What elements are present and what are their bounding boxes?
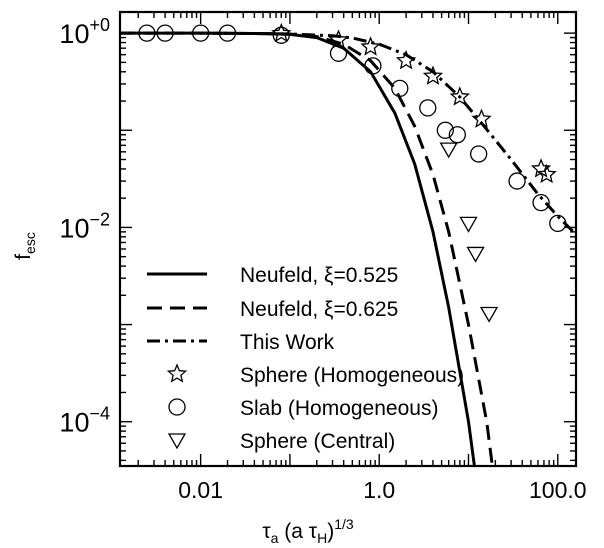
- data-point-circle: [470, 145, 488, 163]
- y-axis-label: fesc: [12, 232, 38, 260]
- data-point-star: [422, 65, 444, 85]
- legend-label: Sphere (Central): [240, 430, 395, 453]
- data-point-triangle-down: [459, 216, 478, 233]
- legend-marker: [166, 363, 188, 383]
- x-tick-label: 100.0: [529, 477, 587, 503]
- x-tick-label: 0.01: [178, 477, 223, 503]
- data-point-star: [360, 36, 381, 56]
- data-point-star: [328, 29, 349, 49]
- y-axis: 10+0 10−2 10−4: [59, 15, 576, 462]
- data-point-circle: [138, 24, 156, 42]
- legend-label: Neufeld, ξ=0.525: [240, 264, 398, 287]
- data-point-triangle-down: [466, 246, 485, 263]
- data-point-circle: [329, 44, 348, 62]
- data-point-circle: [532, 193, 550, 212]
- x-axis: 0.01 1.0 100.0: [137, 12, 587, 503]
- data-point-circle: [391, 79, 409, 98]
- series-line-2: [120, 31, 576, 236]
- legend-label: Neufeld, ξ=0.625: [240, 298, 398, 321]
- y-tick-label: 10−4: [59, 404, 110, 438]
- legend-label: This Work: [240, 331, 335, 354]
- data-point-star: [471, 108, 492, 128]
- data-point-star: [395, 50, 417, 70]
- legend-label: Sphere (Homogeneous): [240, 364, 464, 387]
- data-point-star: [536, 163, 557, 184]
- data-point-circle: [218, 24, 237, 42]
- y-tick-label: 10−2: [59, 209, 110, 243]
- data-point-triangle-down: [439, 142, 458, 159]
- data-point-circle: [364, 57, 382, 75]
- data-point-circle: [549, 214, 567, 233]
- legend-marker: [168, 398, 186, 416]
- data-point-circle: [419, 99, 437, 117]
- data-point-star: [449, 86, 470, 106]
- plot-frame: [118, 10, 578, 468]
- data-point-circle: [156, 24, 174, 42]
- data-point-circle: [508, 172, 526, 190]
- series-markers: [138, 22, 567, 323]
- data-point-circle: [272, 26, 290, 44]
- data-point-circle: [436, 121, 454, 139]
- x-axis-label: τa (a τH)1/3: [262, 516, 354, 546]
- y-tick-label: 10+0: [59, 15, 110, 49]
- data-point-star: [530, 158, 552, 178]
- x-tick-label: 1.0: [363, 477, 395, 503]
- legend-label: Slab (Homogeneous): [240, 397, 438, 420]
- legend: Neufeld, ξ=0.525 Neufeld, ξ=0.625 This Wor…: [147, 264, 464, 453]
- data-point-circle: [191, 24, 210, 42]
- series-lines: [120, 31, 576, 466]
- series-line-1: [120, 31, 494, 466]
- data-point-triangle-down: [479, 306, 499, 323]
- legend-marker: [167, 433, 187, 450]
